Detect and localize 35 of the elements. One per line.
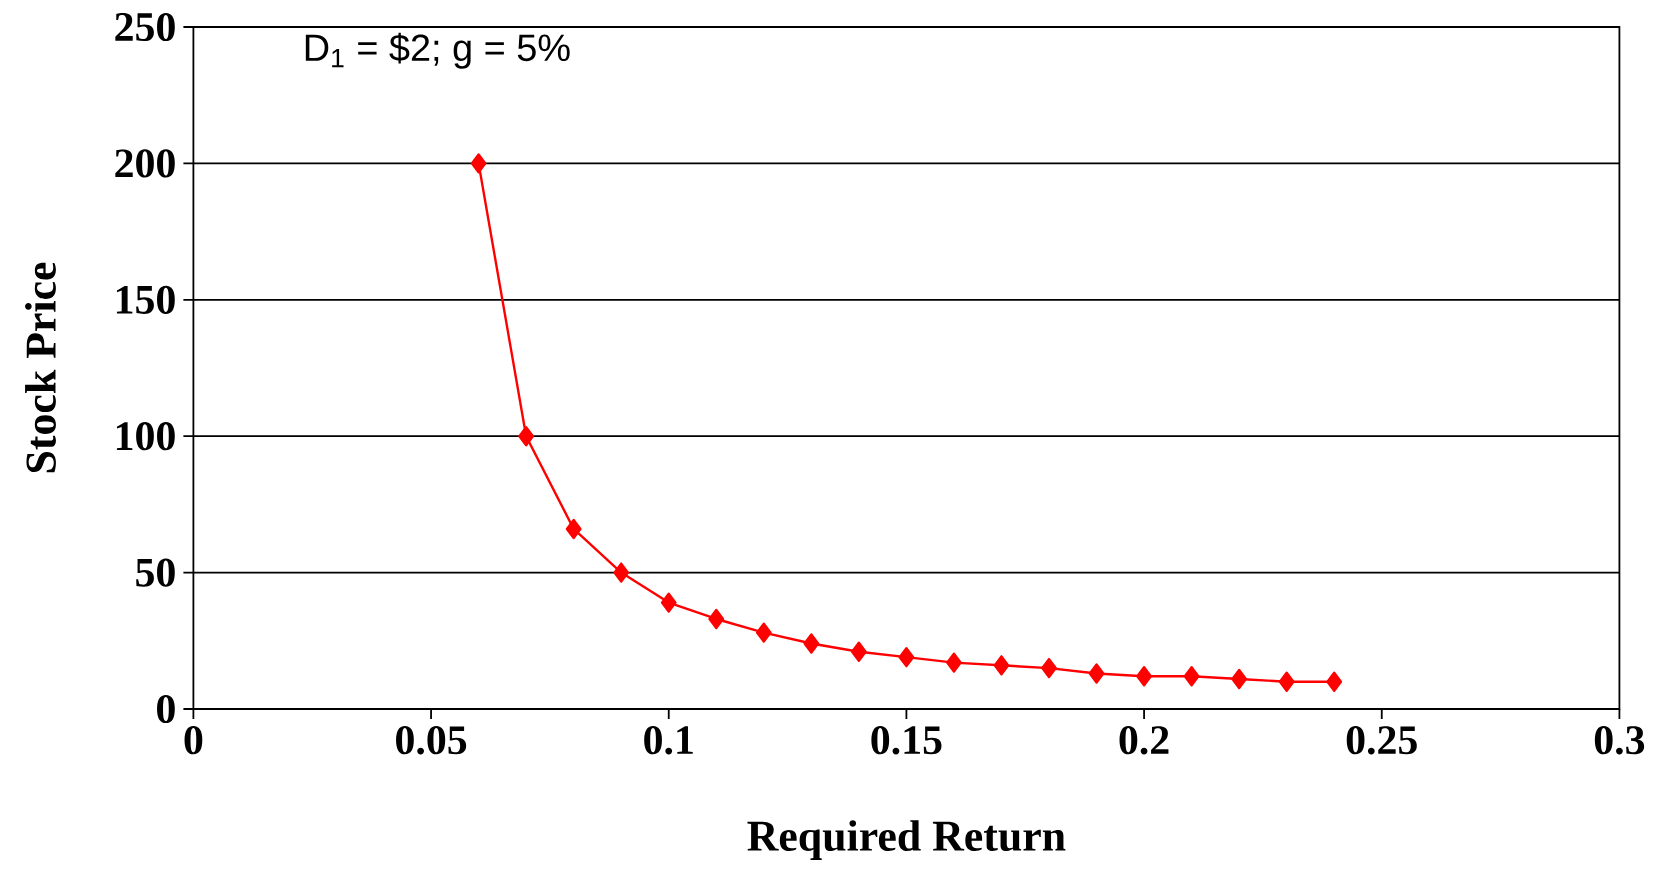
point [1136,666,1152,687]
annotation: D$_{1}$ = $2; g = 5% [305,32,570,69]
point [1041,657,1057,679]
x-tick-label: 0.05 [396,726,467,755]
y-tick-label: 0 [157,694,175,724]
point [470,153,487,174]
x-tick-label: 0.3 [1594,726,1645,755]
point [1183,666,1200,687]
x-tick-label: 0.15 [871,726,942,755]
y-tick-label: 150 [116,285,175,314]
point [803,633,820,654]
x-axis-title: Required Return [747,820,1066,860]
y-tick-label: 100 [116,422,175,451]
point [850,641,867,662]
y-tick-label: 250 [115,12,175,42]
point [1231,668,1248,690]
point [898,647,915,668]
point [565,518,582,540]
point [660,592,677,613]
point [708,608,725,630]
point [613,562,630,583]
y-tick-label: 200 [115,149,175,178]
point [1088,663,1105,684]
point [946,652,962,673]
x-tick-label: 0.25 [1346,726,1417,755]
point [518,426,535,447]
point [1326,671,1343,692]
point [755,622,772,643]
x-tick-label: 0.2 [1119,726,1169,755]
y-axis-title: Stock Price [25,262,56,473]
point [993,655,1010,676]
x-tick-label: 0.1 [644,726,693,755]
y-tick-label: 50 [136,558,175,587]
x-tick-label: 0 [184,726,203,755]
point [1278,671,1295,692]
